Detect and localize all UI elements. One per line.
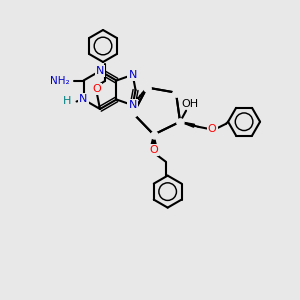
- Polygon shape: [180, 122, 194, 127]
- Text: NH₂: NH₂: [50, 76, 70, 85]
- Polygon shape: [151, 135, 156, 145]
- Text: OH: OH: [182, 99, 199, 109]
- Text: H: H: [63, 97, 71, 106]
- Text: O: O: [93, 84, 101, 94]
- Text: N: N: [128, 70, 137, 80]
- Text: N: N: [96, 66, 104, 76]
- Text: N: N: [128, 100, 137, 110]
- Text: N: N: [80, 94, 88, 104]
- Text: O: O: [208, 124, 216, 134]
- Text: O: O: [149, 145, 158, 154]
